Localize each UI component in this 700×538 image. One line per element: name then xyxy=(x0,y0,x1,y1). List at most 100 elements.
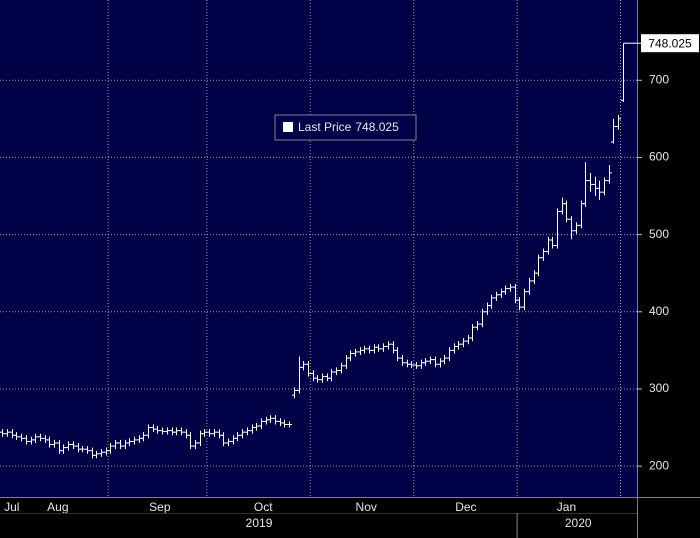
x-tick-label: Jul xyxy=(4,500,19,514)
y-tick-label: 600 xyxy=(649,150,669,164)
ohlc-bar xyxy=(494,291,499,301)
x-tick-label: Dec xyxy=(455,500,476,514)
ohlc-bar xyxy=(282,419,287,428)
ohlc-bar xyxy=(376,344,381,352)
ohlc-bar xyxy=(320,373,325,383)
ohlc-bar xyxy=(259,418,264,430)
ohlc-bar xyxy=(470,324,475,342)
ohlc-bar xyxy=(503,285,508,295)
ohlc-bar xyxy=(108,442,113,454)
ohlc-bar xyxy=(339,362,344,374)
ohlc-bar xyxy=(607,165,612,184)
plot-area xyxy=(0,0,637,497)
ohlc-bar xyxy=(127,438,132,447)
ohlc-bar xyxy=(329,368,334,382)
ohlc-bar xyxy=(569,216,574,240)
ohlc-bar xyxy=(113,439,118,450)
last-price-label: 748.025 xyxy=(648,36,692,50)
ohlc-bar xyxy=(489,294,494,309)
ohlc-bar xyxy=(273,415,278,425)
x-tick-label: Aug xyxy=(47,500,68,514)
ohlc-bar xyxy=(71,441,76,450)
ohlc-bar xyxy=(254,422,259,431)
y-tick-label: 400 xyxy=(649,304,669,318)
last-price-box xyxy=(641,34,699,53)
y-tick-label: 700 xyxy=(649,72,669,86)
ohlc-bar xyxy=(212,429,217,437)
ohlc-bar xyxy=(146,424,151,439)
ohlc-bar xyxy=(508,284,513,292)
ohlc-bar xyxy=(315,375,320,383)
ohlc-bar xyxy=(221,432,226,447)
ohlc-bar xyxy=(362,345,367,354)
ohlc-bar xyxy=(99,449,104,457)
ohlc-bar xyxy=(94,450,99,459)
ohlc-bar xyxy=(550,236,555,249)
ohlc-bar xyxy=(409,361,414,369)
ohlc-bar xyxy=(160,427,165,435)
ohlc-bar xyxy=(179,427,184,436)
legend-box xyxy=(274,114,417,141)
ohlc-bar xyxy=(14,432,19,440)
x-year-label: 2019 xyxy=(246,516,273,530)
ohlc-bar xyxy=(522,288,527,311)
ohlc-bar xyxy=(555,208,560,249)
ohlc-bar xyxy=(353,348,358,357)
ohlc-bar xyxy=(461,338,466,348)
y-tick-label: 300 xyxy=(649,381,669,395)
ohlc-bar xyxy=(423,358,428,366)
ohlc-bar xyxy=(193,439,198,450)
ohlc-bar xyxy=(240,429,245,439)
ohlc-bar xyxy=(52,439,57,448)
ohlc-bar xyxy=(433,356,438,368)
ohlc-bar xyxy=(287,421,292,428)
ohlc-bar xyxy=(574,222,579,234)
ohlc-bar xyxy=(400,355,405,366)
ohlc-bar xyxy=(174,427,179,436)
ohlc-bar xyxy=(597,180,602,200)
ohlc-bar xyxy=(602,177,607,196)
ohlc-bar xyxy=(381,343,386,352)
ohlc-bar xyxy=(442,355,447,365)
ohlc-bar xyxy=(66,441,71,451)
ohlc-bar xyxy=(33,433,38,443)
x-tick-label: Oct xyxy=(254,500,273,514)
legend-label: Last Price xyxy=(298,120,352,134)
ohlc-bar xyxy=(38,433,43,442)
ohlc-bar xyxy=(5,429,10,437)
ohlc-bar xyxy=(564,200,569,223)
ohlc-bar xyxy=(414,361,419,369)
ohlc-bar xyxy=(19,433,24,442)
ohlc-bar xyxy=(447,347,452,362)
ohlc-bar xyxy=(334,367,339,376)
ohlc-bar xyxy=(517,297,522,311)
ohlc-bar xyxy=(475,321,480,331)
ohlc-bar xyxy=(202,429,207,437)
ohlc-bar xyxy=(527,277,532,295)
ohlc-bar xyxy=(245,427,250,436)
ohlc-bar xyxy=(85,446,90,454)
ohlc-bar xyxy=(456,341,461,350)
x-year-label: 2020 xyxy=(565,516,592,530)
ohlc-bar xyxy=(141,432,146,442)
ohlc-bar xyxy=(348,350,353,362)
ohlc-bar xyxy=(541,248,546,261)
ohlc-bar xyxy=(536,254,541,277)
ohlc-bar xyxy=(0,429,5,437)
ohlc-bar xyxy=(583,162,588,207)
ohlc-bar xyxy=(616,114,621,130)
ohlc-bar xyxy=(367,345,372,354)
ohlc-bar xyxy=(155,426,160,434)
ohlc-bar xyxy=(235,432,240,442)
ohlc-bar xyxy=(588,172,593,193)
ohlc-bar xyxy=(165,427,170,435)
ohlc-bar xyxy=(306,361,311,377)
ohlc-bar xyxy=(428,356,433,365)
ohlc-bar xyxy=(292,387,297,399)
ohlc-bar xyxy=(268,415,273,423)
ohlc-bar xyxy=(132,436,137,445)
ohlc-bar xyxy=(480,308,485,328)
ohlc-bar xyxy=(226,438,231,447)
legend-value: 748.025 xyxy=(355,120,399,134)
